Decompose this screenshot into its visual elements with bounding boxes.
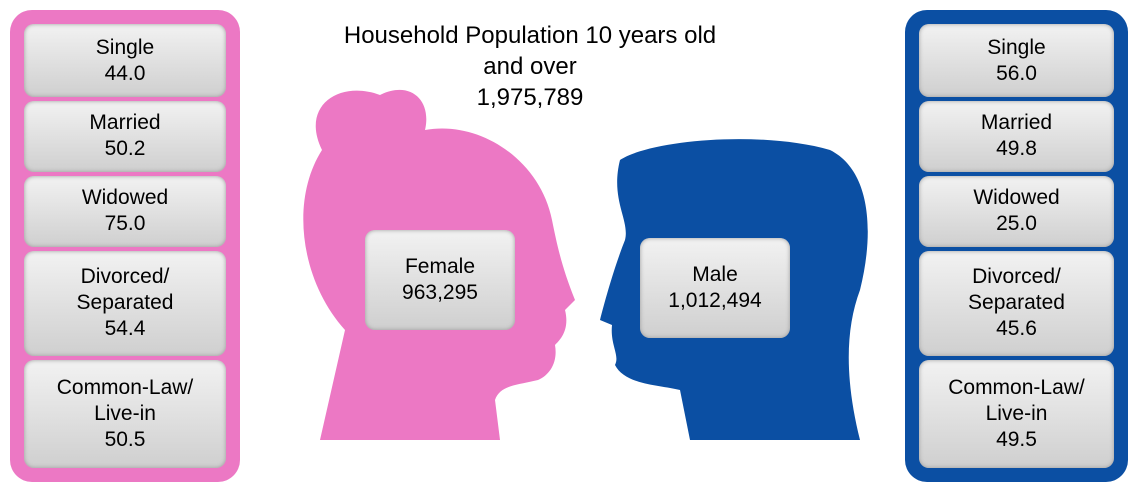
status-value: 49.5 [996, 427, 1037, 453]
total: 1,975,789 [330, 82, 730, 113]
male-box: Male 1,012,494 [640, 238, 790, 338]
status-value: 50.2 [105, 136, 146, 162]
status-label: Divorced/ Separated [50, 264, 200, 316]
status-label: Single [942, 35, 1092, 61]
female-box: Female 963,295 [365, 230, 515, 330]
status-label: Widowed [942, 185, 1092, 211]
status-value: 49.8 [996, 136, 1037, 162]
title: Household Population 10 years old and ov… [330, 20, 730, 113]
status-label: Single [50, 35, 200, 61]
status-value: 50.5 [105, 427, 146, 453]
female-value: 963,295 [402, 280, 478, 306]
male-value: 1,012,494 [668, 288, 761, 314]
male-label: Male [692, 262, 738, 288]
status-label: Married [942, 110, 1092, 136]
status-label: Married [50, 110, 200, 136]
title-text: Household Population 10 years old and ov… [330, 20, 730, 82]
female-label: Female [405, 254, 475, 280]
status-value: 44.0 [105, 61, 146, 87]
status-value: 75.0 [105, 211, 146, 237]
status-value: 54.4 [105, 316, 146, 342]
status-label: Common-Law/ Live-in [942, 375, 1092, 427]
status-label: Common-Law/ Live-in [50, 375, 200, 427]
status-label: Widowed [50, 185, 200, 211]
status-value: 56.0 [996, 61, 1037, 87]
status-value: 25.0 [996, 211, 1037, 237]
status-label: Divorced/ Separated [942, 264, 1092, 316]
status-value: 45.6 [996, 316, 1037, 342]
page: Household Population 10 years old and ov… [0, 0, 1136, 485]
